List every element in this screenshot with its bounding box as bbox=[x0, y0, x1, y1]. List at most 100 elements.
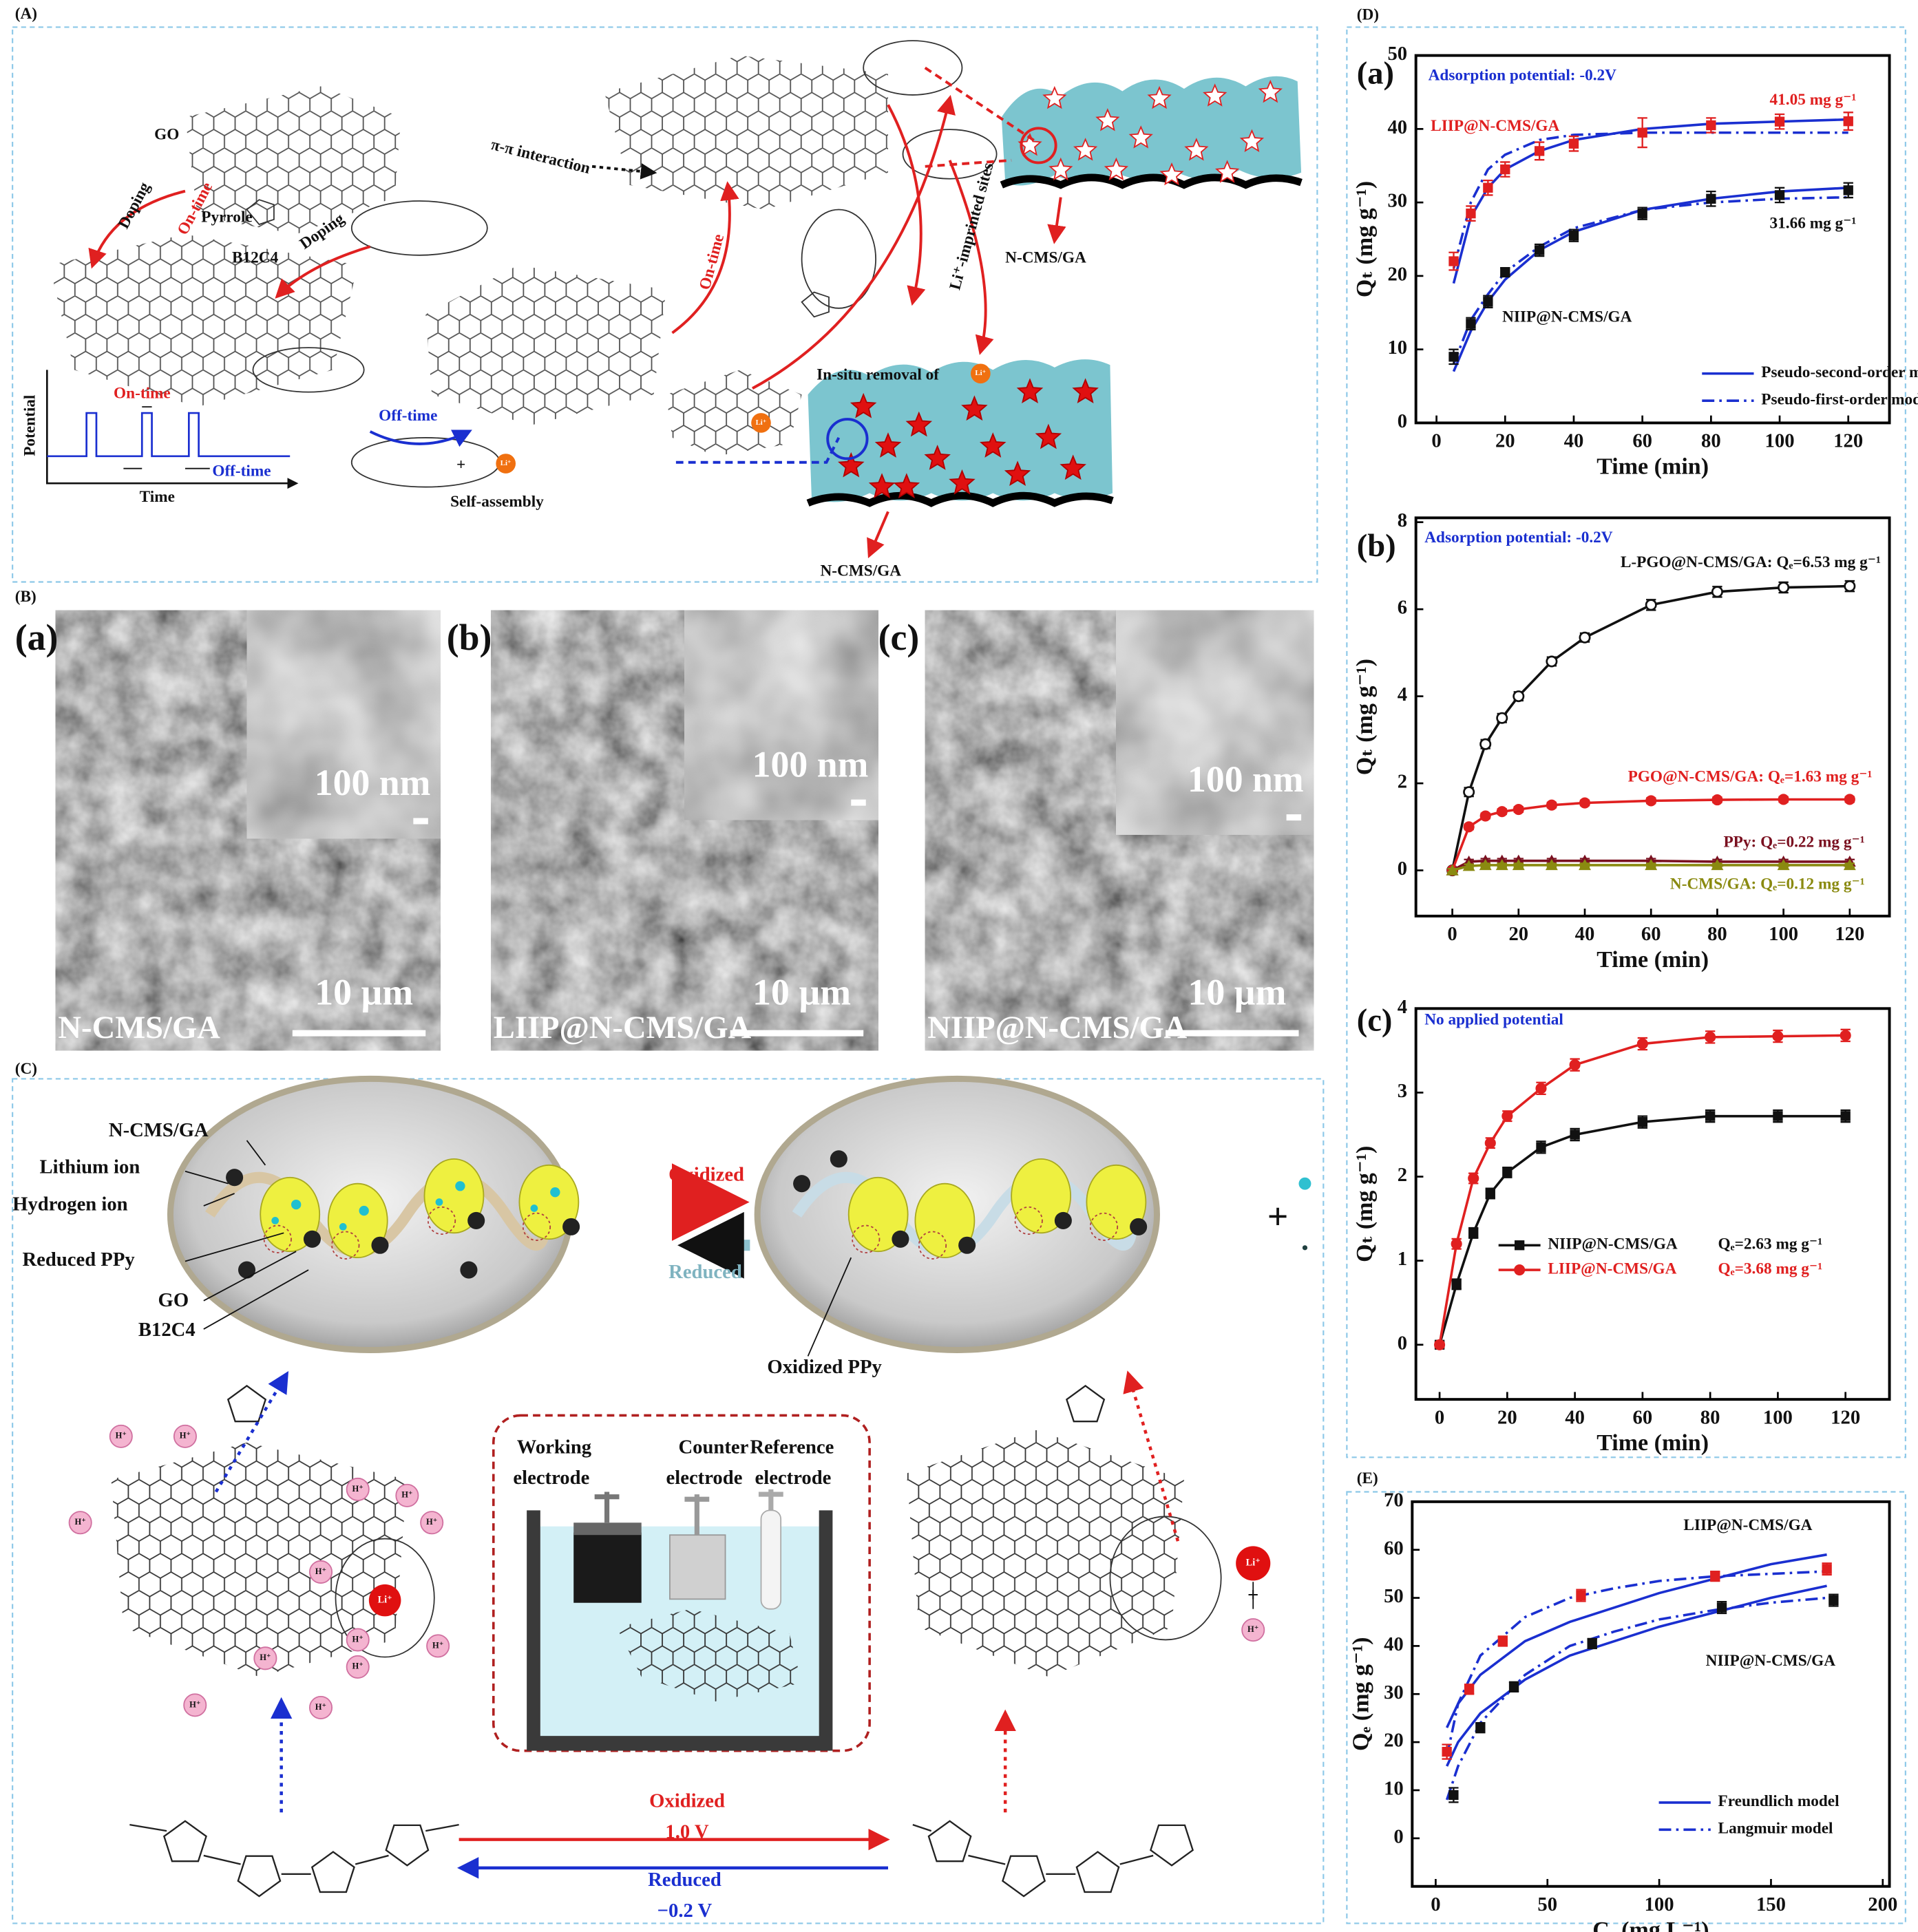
marker bbox=[1711, 859, 1724, 871]
y-tick-label: 2 bbox=[1398, 771, 1407, 793]
annotation: 31.66 mg g⁻¹ bbox=[1770, 214, 1857, 232]
marker bbox=[1645, 859, 1658, 871]
marker bbox=[1636, 1038, 1648, 1050]
marker bbox=[1822, 1564, 1832, 1574]
lithium-ions: Li⁺ Li⁺ Li⁺ bbox=[496, 363, 991, 474]
h-ion bbox=[346, 1477, 370, 1501]
y-tick-label: 0 bbox=[1393, 1825, 1403, 1847]
electrochemical-cell bbox=[527, 1489, 833, 1751]
panel-letter: (a) bbox=[1357, 56, 1394, 92]
ring bbox=[310, 1851, 355, 1893]
marker bbox=[1587, 1638, 1597, 1649]
label: N-CMS/GA bbox=[109, 1119, 209, 1141]
star bbox=[1239, 129, 1265, 152]
label: Oxidized PPy bbox=[767, 1356, 882, 1378]
star bbox=[893, 473, 920, 498]
y-tick-label: 1 bbox=[1398, 1248, 1407, 1270]
marker bbox=[1546, 799, 1557, 811]
series-line bbox=[1438, 1114, 1846, 1346]
y-tick-label: 50 bbox=[1384, 1585, 1404, 1607]
sem-inset bbox=[1115, 609, 1314, 836]
star bbox=[1128, 125, 1153, 149]
marker bbox=[1479, 738, 1492, 750]
marker bbox=[1463, 821, 1475, 833]
complex bbox=[260, 1176, 321, 1253]
panel-label: (C) bbox=[15, 1060, 37, 1078]
x-tick-label: 50 bbox=[1537, 1893, 1557, 1915]
marker bbox=[1637, 127, 1647, 138]
y-tick-label: 60 bbox=[1384, 1537, 1404, 1559]
series-label: LIIP@N-CMS/GA bbox=[1683, 1516, 1812, 1534]
marker bbox=[1534, 245, 1545, 255]
y-tick-label: 40 bbox=[1384, 1633, 1404, 1655]
marker bbox=[1497, 1636, 1508, 1646]
star bbox=[1073, 138, 1098, 161]
sphere bbox=[793, 1175, 811, 1193]
x-tick-label: 100 bbox=[1645, 1893, 1674, 1915]
ion-label: H⁺ bbox=[75, 1517, 86, 1527]
ring bbox=[1075, 1851, 1120, 1893]
scheme-a-molecules bbox=[49, 55, 888, 456]
x-tick-label: 200 bbox=[1868, 1893, 1897, 1915]
marker bbox=[1512, 859, 1525, 871]
label: Off-time bbox=[379, 407, 437, 425]
li bbox=[359, 1205, 369, 1216]
scheme-c-molecules bbox=[111, 1430, 1184, 1677]
series-label: PPy: Qₑ=0.22 mg g⁻¹ bbox=[1723, 834, 1864, 851]
y-axis-label: Qₜ (mg g⁻¹) bbox=[1352, 181, 1378, 297]
y-tick-label: 4 bbox=[1398, 683, 1407, 705]
label: Reduced bbox=[648, 1869, 721, 1891]
marker bbox=[1514, 1240, 1525, 1251]
star bbox=[1203, 83, 1227, 107]
label: In-situ removal of bbox=[816, 366, 939, 384]
marker bbox=[1451, 1279, 1462, 1290]
sample-name: LIIP@N-CMS/GA bbox=[494, 1010, 752, 1045]
h-ion bbox=[109, 1424, 133, 1448]
plot-frame bbox=[1414, 516, 1891, 917]
marker bbox=[1637, 1116, 1648, 1127]
label: −0.2 V bbox=[657, 1900, 713, 1922]
y-tick-label: 2 bbox=[1398, 1164, 1407, 1186]
ion-label: H⁺ bbox=[1247, 1624, 1258, 1634]
annotation: 41.05 mg g⁻¹ bbox=[1770, 91, 1857, 109]
panel-letter: (b) bbox=[447, 617, 492, 658]
label: Oxidized bbox=[668, 1163, 744, 1185]
particle bbox=[958, 1236, 976, 1254]
scheme-a-arrows bbox=[88, 66, 1066, 559]
annotation: Adsorption potential: -0.2V bbox=[1424, 529, 1613, 546]
label: Self-assembly bbox=[450, 493, 544, 511]
x-axis-label: Cₑ (mg L⁻¹) bbox=[1592, 1918, 1709, 1932]
label: Working bbox=[517, 1436, 592, 1458]
substrate bbox=[806, 491, 1114, 507]
marker bbox=[1568, 231, 1579, 241]
marker bbox=[1774, 116, 1785, 127]
cell-frame bbox=[492, 1414, 871, 1752]
star bbox=[1159, 162, 1184, 186]
scale-label: 10 µm bbox=[1188, 972, 1287, 1013]
marker bbox=[1568, 138, 1579, 149]
legend-label: Pseudo-first-order model bbox=[1761, 391, 1918, 409]
marker bbox=[1772, 1030, 1784, 1042]
marker bbox=[1501, 1110, 1513, 1122]
ring bbox=[1014, 1206, 1043, 1235]
series-label: PGO@N-CMS/GA: Qₑ=1.63 mg g⁻¹ bbox=[1628, 768, 1873, 786]
series-label: LIIP@N-CMS/GA bbox=[1431, 117, 1559, 135]
leader-lines bbox=[185, 1140, 852, 1357]
scheme-c-complexes bbox=[226, 1150, 1148, 1279]
marker bbox=[1773, 1111, 1783, 1121]
panel-letter: (b) bbox=[1357, 529, 1396, 564]
legend-label: Langmuir model bbox=[1718, 1820, 1834, 1838]
star bbox=[1072, 378, 1099, 404]
label: Reduced PPy bbox=[22, 1249, 135, 1271]
marker bbox=[1774, 190, 1785, 200]
sample-name: NIIP@N-CMS/GA bbox=[927, 1010, 1187, 1045]
marker bbox=[1576, 1590, 1586, 1601]
marker bbox=[1844, 580, 1856, 593]
x-tick-label: 120 bbox=[1831, 1406, 1860, 1428]
fit-curve bbox=[1452, 187, 1848, 372]
series-line bbox=[1438, 1034, 1846, 1346]
marker bbox=[1534, 146, 1545, 156]
h-ion bbox=[395, 1483, 419, 1507]
x-tick-label: 80 bbox=[1700, 1406, 1720, 1428]
x-axis-label: Time (min) bbox=[1596, 947, 1709, 973]
